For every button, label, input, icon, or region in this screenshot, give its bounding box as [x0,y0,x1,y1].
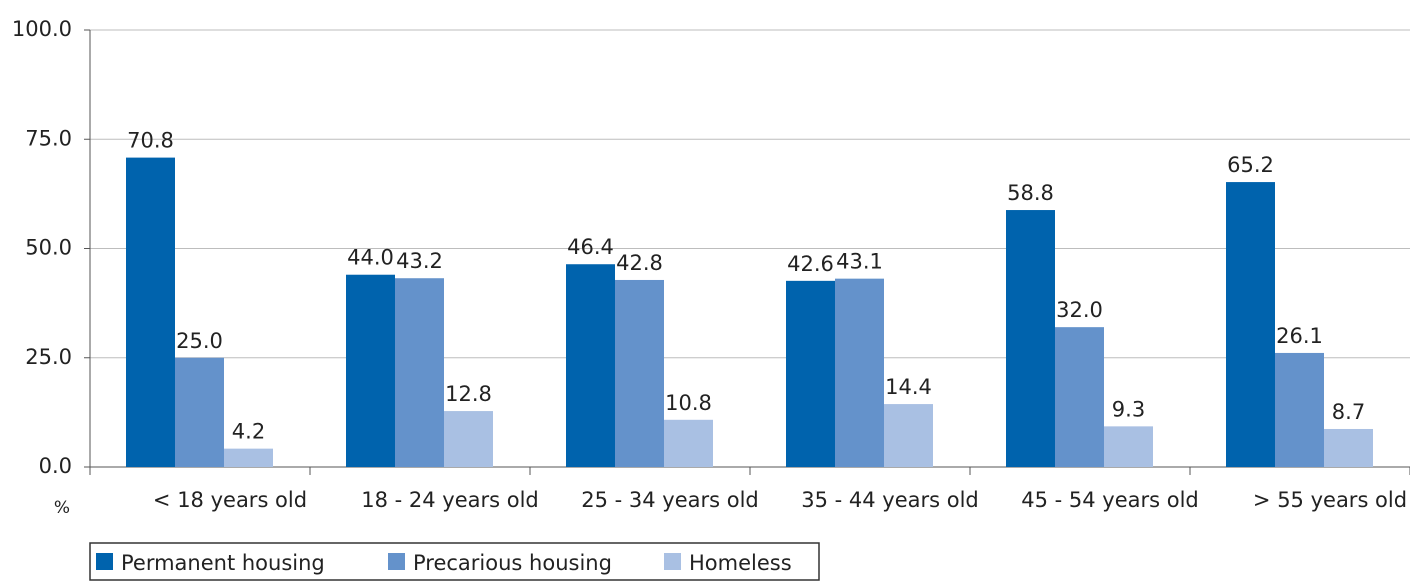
data-label: 58.8 [1007,181,1054,205]
bar [1275,352,1324,467]
bar [1324,428,1373,467]
legend-label: Precarious housing [413,551,612,575]
data-label: 43.2 [396,249,443,273]
legend-label: Homeless [689,551,792,575]
x-tick-label: > 55 years old [1253,488,1407,512]
x-tick-label: 35 - 44 years old [801,488,979,512]
legend-box [89,542,820,581]
data-label: 32.0 [1056,298,1103,322]
x-tick-label: 18 - 24 years old [361,488,539,512]
data-label: 70.8 [127,129,174,153]
bar [224,448,273,467]
x-tick-label: 25 - 34 years old [581,488,759,512]
y-tick-label: 50.0 [25,236,72,260]
data-label: 25.0 [176,329,223,353]
data-label: 44.0 [347,246,394,270]
y-axis-label: % [54,498,70,518]
legend-swatch [388,553,405,570]
legend-label: Permanent housing [121,551,325,575]
data-label: 4.2 [232,420,265,444]
data-label: 42.8 [616,251,663,275]
y-tick-label: 25.0 [25,345,72,369]
legend-swatch [96,553,113,570]
y-tick-label: 100.0 [12,17,72,41]
bar [1055,327,1104,467]
data-label: 12.8 [445,382,492,406]
bar [835,278,884,467]
bar [1104,426,1153,467]
bar [1226,182,1275,468]
data-label: 43.1 [836,250,883,274]
data-label: 9.3 [1112,397,1145,421]
data-label: 26.1 [1276,324,1323,348]
bar [1006,210,1055,467]
bar [175,357,224,467]
bar [395,278,444,467]
data-label: 8.7 [1332,400,1365,424]
legend-swatch [664,553,681,570]
bar [126,157,175,467]
bar [346,274,395,467]
bar [664,419,713,467]
bar [444,411,493,467]
data-label: 46.4 [567,235,614,259]
data-label: 14.4 [885,375,932,399]
bar [786,280,835,467]
data-label: 65.2 [1227,153,1274,177]
y-tick-label: 75.0 [25,126,72,150]
data-label: 42.6 [787,252,834,276]
bar [615,279,664,467]
y-tick-label: 0.0 [39,454,72,478]
data-label: 10.8 [665,391,712,415]
bar [884,404,933,467]
x-tick-label: < 18 years old [153,488,307,512]
bar [566,264,615,467]
x-tick-label: 45 - 54 years old [1021,488,1199,512]
